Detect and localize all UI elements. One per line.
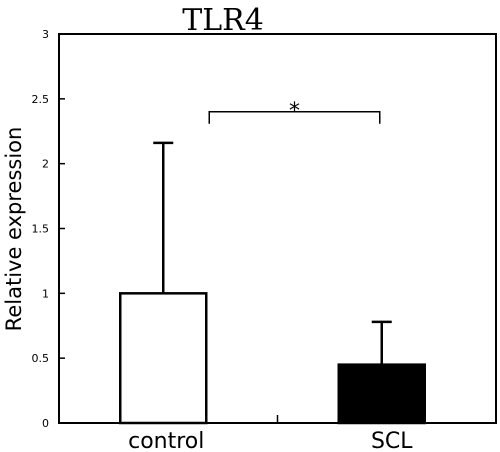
y-tick-label: 0: [42, 417, 49, 430]
y-tick-label: 1: [42, 287, 49, 300]
significance-bracket: [208, 111, 381, 124]
y-tick-label: 0.5: [32, 352, 50, 365]
significance-marker: *: [289, 99, 300, 124]
significance-bracket-group: *: [208, 99, 381, 124]
chart-title: TLR4: [182, 3, 264, 38]
bar-scl: [337, 363, 426, 425]
y-axis-label: Relative expression: [2, 127, 26, 332]
y-tick-label: 2: [42, 158, 49, 171]
x-tick-label-control: control: [128, 429, 204, 452]
y-tick-label: 1.5: [32, 223, 50, 236]
bars: [119, 141, 426, 425]
bar-control: [119, 292, 208, 425]
y-axis-ticks: 0 0.5 1 1.5 2 2.5 3: [32, 28, 65, 430]
y-tick-label: 2.5: [32, 93, 50, 106]
x-tick-label-scl: SCL: [371, 429, 413, 452]
x-axis-ticks: control SCL: [128, 415, 413, 452]
y-tick-label: 3: [42, 28, 49, 41]
